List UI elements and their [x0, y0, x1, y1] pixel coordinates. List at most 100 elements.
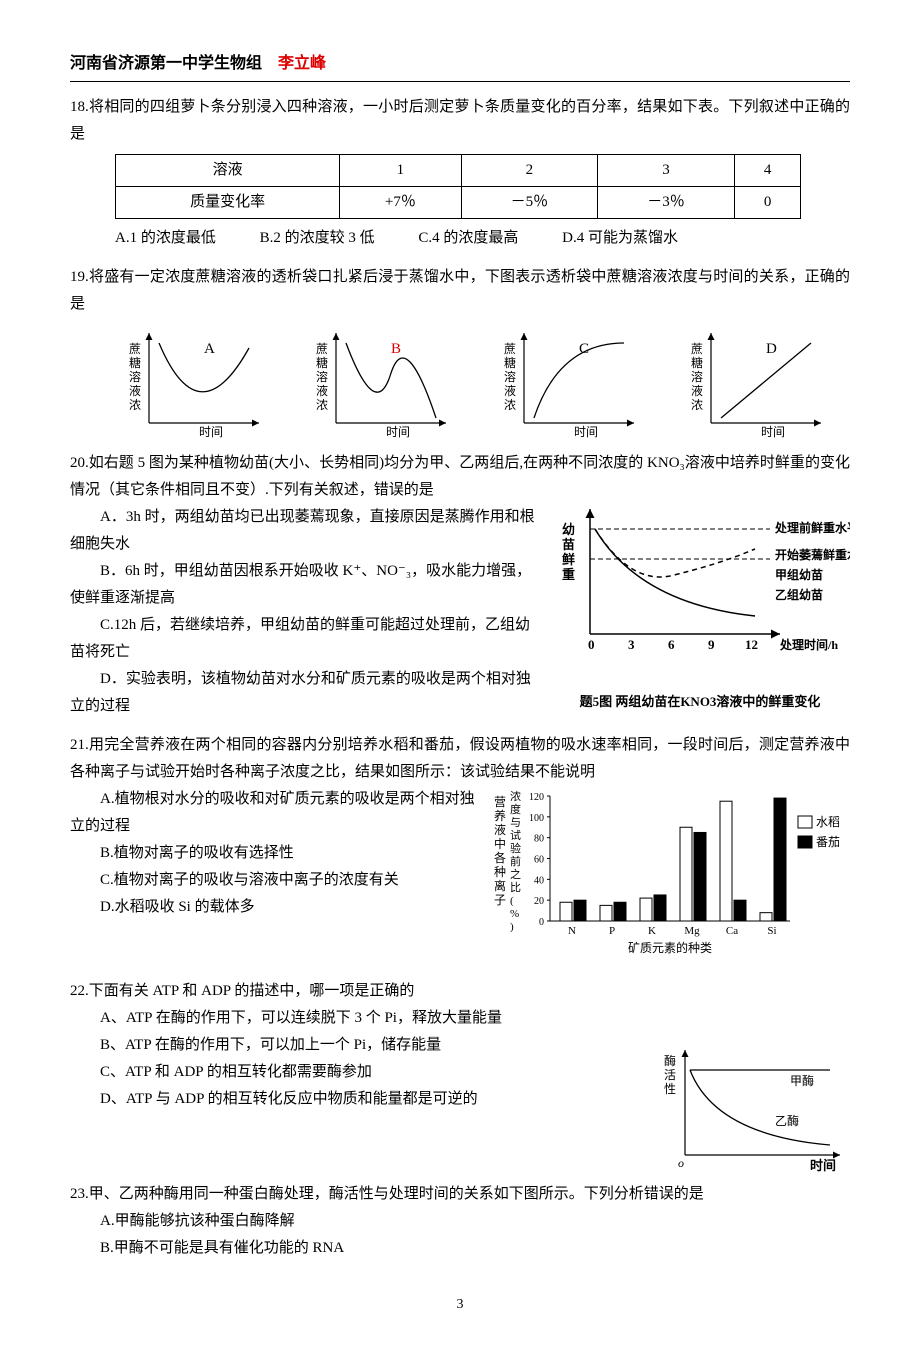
opt-c: C、ATP 和 ADP 的相互转化都需要酶参加 — [70, 1059, 652, 1086]
svg-text:液: 液 — [316, 383, 328, 398]
q21-options: A.植物根对水分的吸收和对矿质元素的吸收是两个相对独立的过程 B.植物对离子的吸… — [70, 786, 482, 921]
svg-text:浓: 浓 — [691, 398, 703, 412]
svg-text:浓: 浓 — [316, 398, 328, 412]
cell: 3 — [598, 154, 735, 186]
svg-text:0: 0 — [539, 917, 544, 928]
svg-text:%: % — [510, 908, 519, 920]
q21-stem: 21.用完全营养液在两个相同的容器内分别培养水稻和番茄，假设两植物的吸水速率相同… — [70, 732, 850, 786]
opt-a: A.甲酶能够抗该种蛋白酶降解 — [70, 1208, 850, 1235]
cell: 溶液 — [116, 154, 340, 186]
svg-text:养: 养 — [494, 808, 506, 823]
question-20: 20.如右题 5 图为某种植物幼苗(大小、长势相同)均分为甲、乙两组后,在两种不… — [70, 450, 850, 720]
svg-text:处理时间/h: 处理时间/h — [779, 637, 838, 652]
svg-text:时间: 时间 — [810, 1158, 836, 1173]
q18-options: A.1 的浓度最低 B.2 的浓度较 3 低 C.4 的浓度最高 D.4 可能为… — [70, 223, 850, 252]
svg-text:40: 40 — [534, 875, 544, 886]
svg-text:酶: 酶 — [664, 1053, 676, 1068]
q18-stem: 18.将相同的四组萝卜条分别浸入四种溶液，一小时后测定萝卜条质量变化的百分率，结… — [70, 94, 850, 148]
cell: +7％ — [340, 186, 461, 218]
question-21: 21.用完全营养液在两个相同的容器内分别培养水稻和番茄，假设两植物的吸水速率相同… — [70, 732, 850, 966]
svg-text:营: 营 — [494, 795, 506, 809]
q23-figure: 酶 活 性 o 时间 甲酶 乙酶 — [660, 1045, 850, 1185]
svg-text:P: P — [609, 925, 615, 937]
opt-b: B.植物对离子的吸收有选择性 — [70, 840, 482, 867]
svg-text:9: 9 — [708, 637, 715, 652]
svg-text:乙酶: 乙酶 — [775, 1113, 799, 1128]
school-name: 河南省济源第一中学生物组 — [70, 55, 262, 72]
svg-text:种: 种 — [494, 865, 506, 879]
opt-c: C.12h 后，若继续培养，甲组幼苗的鲜重可能超过处理前，乙组幼苗将死亡 — [70, 612, 542, 666]
svg-text:Si: Si — [767, 925, 776, 937]
cell: －5％ — [461, 186, 598, 218]
cell: 0 — [734, 186, 801, 218]
svg-text:乙组幼苗: 乙组幼苗 — [775, 587, 823, 602]
svg-text:矿质元素的种类: 矿质元素的种类 — [628, 940, 712, 955]
opt-b: B.2 的浓度较 3 低 — [260, 225, 375, 252]
svg-text:开始萎蔫鲜重水平: 开始萎蔫鲜重水平 — [775, 547, 850, 562]
opt-a: A、ATP 在酶的作用下，可以连续脱下 3 个 Pi，释放大量能量 — [70, 1005, 652, 1032]
svg-text:Ca: Ca — [726, 925, 738, 937]
svg-text:糖: 糖 — [691, 355, 703, 370]
svg-text:前: 前 — [510, 854, 521, 868]
question-23: 23.甲、乙两种酶用同一种蛋白酶处理，酶活性与处理时间的关系如下图所示。下列分析… — [70, 1181, 850, 1262]
svg-text:与: 与 — [510, 816, 521, 829]
svg-text:0: 0 — [588, 637, 595, 652]
cell: 4 — [734, 154, 801, 186]
svg-text:性: 性 — [664, 1082, 676, 1096]
svg-text:度: 度 — [510, 802, 521, 816]
opt-d: D.4 可能为蒸馏水 — [562, 225, 678, 252]
svg-text:时间: 时间 — [574, 425, 598, 438]
opt-d: D、ATP 与 ADP 的相互转化反应中物质和能量都是可逆的 — [70, 1086, 652, 1113]
svg-text:溶: 溶 — [316, 369, 328, 384]
svg-text:N: N — [568, 925, 576, 937]
opt-a: A．3h 时，两组幼苗均已出现萎蔫现象，直接原因是蒸腾作用和根细胞失水 — [70, 504, 542, 558]
svg-text:苗: 苗 — [562, 537, 575, 552]
svg-text:3: 3 — [628, 637, 635, 652]
svg-text:番茄: 番茄 — [816, 835, 840, 849]
svg-text:验: 验 — [510, 841, 521, 855]
svg-text:溶: 溶 — [129, 369, 141, 384]
chart-a: 蔗糖溶液浓 时间 A — [119, 328, 269, 438]
q22-stem: 22.下面有关 ATP 和 ADP 的描述中，哪一项是正确的 — [70, 978, 850, 1005]
svg-text:蔗: 蔗 — [316, 342, 328, 356]
chart-c: 蔗糖溶液浓 时间 C — [494, 328, 644, 438]
cell: 1 — [340, 154, 461, 186]
teacher-name: 李立峰 — [278, 55, 326, 72]
svg-text:溶: 溶 — [504, 369, 516, 384]
q20-stem: 20.如右题 5 图为某种植物幼苗(大小、长势相同)均分为甲、乙两组后,在两种不… — [70, 450, 850, 504]
q20-svg: 幼 苗 鲜 重 处理前鲜重水平 开始萎蔫鲜重水平 甲组幼苗 乙组幼苗 0 3 6… — [550, 504, 850, 674]
svg-text:重: 重 — [562, 567, 575, 582]
svg-text:Mg: Mg — [684, 925, 700, 937]
question-22: 22.下面有关 ATP 和 ADP 的描述中，哪一项是正确的 A、ATP 在酶的… — [70, 978, 850, 1185]
q19-stem: 19.将盛有一定浓度蔗糖溶液的透析袋口扎紧后浸于蒸馏水中，下图表示透析袋中蔗糖溶… — [70, 264, 850, 318]
question-18: 18.将相同的四组萝卜条分别浸入四种溶液，一小时后测定萝卜条质量变化的百分率，结… — [70, 94, 850, 252]
svg-text:幼: 幼 — [562, 522, 575, 537]
opt-c: C.植物对离子的吸收与溶液中离子的浓度有关 — [70, 867, 482, 894]
svg-text:100: 100 — [529, 813, 544, 824]
q19-charts: 蔗糖溶液浓 时间 A 蔗糖溶液浓 时间 B 蔗糖溶液浓 时间 C 蔗糖溶液浓 时… — [100, 328, 850, 438]
svg-text:鲜: 鲜 — [562, 552, 575, 567]
svg-text:溶: 溶 — [691, 369, 703, 384]
page-header: 河南省济源第一中学生物组 李立峰 — [70, 50, 850, 82]
svg-text:各: 各 — [494, 850, 506, 865]
opt-b: B．6h 时，甲组幼苗因根系开始吸收 K⁺、NO⁻₃，吸水能力增强，使鲜重逐渐提… — [70, 558, 542, 612]
svg-text:水稻: 水稻 — [816, 815, 840, 829]
q21-figure: 营养液中各种离子浓度与试验前之比(%)020406080100120NPKMgC… — [490, 786, 850, 966]
opt-b: B.甲酶不可能是具有催化功能的 RNA — [70, 1235, 850, 1262]
svg-text:C: C — [579, 341, 589, 357]
svg-text:液: 液 — [494, 822, 506, 837]
svg-text:离: 离 — [494, 878, 506, 893]
q23-stem: 23.甲、乙两种酶用同一种蛋白酶处理，酶活性与处理时间的关系如下图所示。下列分析… — [70, 1181, 850, 1208]
opt-d: D.水稻吸收 Si 的载体多 — [70, 894, 482, 921]
cell: 质量变化率 — [116, 186, 340, 218]
svg-text:蔗: 蔗 — [129, 342, 141, 356]
svg-text:浓: 浓 — [510, 790, 521, 803]
svg-text:B: B — [391, 341, 401, 357]
svg-text:试: 试 — [510, 829, 521, 842]
svg-text:12: 12 — [745, 637, 758, 652]
svg-text:糖: 糖 — [316, 355, 328, 370]
svg-text:浓: 浓 — [129, 398, 141, 412]
chart-d: 蔗糖溶液浓 时间 D — [681, 328, 831, 438]
q22-options: A、ATP 在酶的作用下，可以连续脱下 3 个 Pi，释放大量能量 B、ATP … — [70, 1005, 652, 1113]
svg-text:120: 120 — [529, 792, 544, 803]
